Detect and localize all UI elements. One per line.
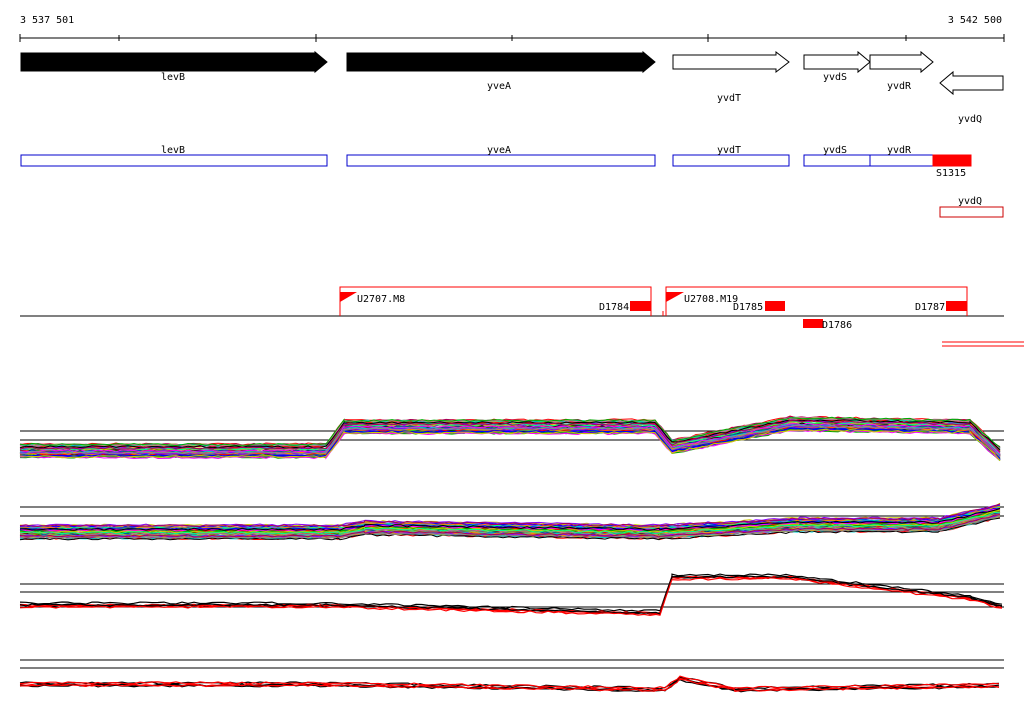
s-feature-label: S1315 bbox=[936, 168, 966, 179]
expression-trace bbox=[19, 428, 1001, 461]
gene-label-yvdQ: yvdQ bbox=[958, 114, 982, 125]
downshift-block-D1784[interactable] bbox=[630, 301, 651, 311]
gene-label-yvdT: yvdT bbox=[717, 93, 741, 104]
annotation-box-levB[interactable] bbox=[20, 154, 328, 167]
expression-trace bbox=[19, 514, 1001, 538]
downshift-block-D1785[interactable] bbox=[765, 301, 785, 311]
expression-panel-4 bbox=[19, 659, 1004, 693]
annotation-label-yvdR: yvdR bbox=[887, 145, 912, 156]
annotation-box-yveA[interactable] bbox=[346, 154, 656, 167]
expression-trace bbox=[19, 573, 1003, 613]
transcript-label-U2708: U2708.M19 bbox=[684, 294, 738, 305]
expression-trace bbox=[19, 575, 1003, 615]
annotation-box-yvdT[interactable] bbox=[672, 154, 790, 167]
expression-trace bbox=[19, 503, 1001, 528]
gene-label-levB: levB bbox=[161, 72, 185, 83]
gene-arrow-yvdS[interactable] bbox=[803, 50, 871, 74]
promoter-flag-icon bbox=[666, 292, 684, 302]
promoter-flag-icon bbox=[340, 292, 357, 302]
expression-panel-2 bbox=[19, 502, 1004, 541]
annotation-label-yvdT: yvdT bbox=[717, 145, 741, 156]
annotation-label-yveA: yveA bbox=[487, 145, 511, 156]
expression-trace bbox=[19, 508, 1001, 531]
gene-arrow-yvdR[interactable] bbox=[869, 50, 934, 74]
downshift-label-D1785: D1785 bbox=[733, 302, 763, 313]
gene-label-yvdR: yvdR bbox=[887, 81, 912, 92]
expression-trace bbox=[19, 514, 1001, 539]
expression-trace bbox=[19, 511, 1001, 535]
annotation-box-yvdR[interactable] bbox=[869, 154, 934, 167]
gene-arrow-yvdQ[interactable] bbox=[939, 70, 1004, 96]
expression-trace bbox=[19, 424, 1001, 458]
annotation-box-yvdQ[interactable] bbox=[939, 206, 1004, 218]
coordinate-ruler bbox=[19, 34, 1005, 42]
gene-arrow-levB[interactable] bbox=[20, 50, 328, 74]
downshift-block-D1786[interactable] bbox=[803, 319, 823, 328]
expression-trace bbox=[19, 577, 1003, 617]
end-coordinate-label: 3 542 500 bbox=[948, 15, 1002, 26]
downshift-label-D1786: D1786 bbox=[822, 320, 852, 331]
annotation-label-levB: levB bbox=[161, 145, 185, 156]
start-coordinate-label: 3 537 501 bbox=[20, 15, 74, 26]
annotation-label-yvdS: yvdS bbox=[823, 145, 847, 156]
expression-trace bbox=[19, 427, 1001, 459]
expression-trace bbox=[19, 675, 1000, 689]
annotation-box-track bbox=[20, 154, 1004, 218]
gene-arrow-yvdT[interactable] bbox=[672, 50, 790, 74]
expression-trace bbox=[19, 677, 1000, 692]
annotation-box-yvdS[interactable] bbox=[803, 154, 871, 167]
expression-trace bbox=[19, 517, 1001, 541]
expression-trace bbox=[19, 422, 1001, 455]
gene-arrow-yveA[interactable] bbox=[346, 50, 656, 74]
expression-trace bbox=[19, 419, 1001, 451]
gene-arrow-track bbox=[20, 50, 1004, 96]
annotation-label-yvdQ: yvdQ bbox=[958, 196, 982, 207]
gene-label-yveA: yveA bbox=[487, 81, 511, 92]
expression-trace bbox=[19, 420, 1001, 453]
expression-trace bbox=[19, 416, 1001, 448]
s-feature-block[interactable] bbox=[932, 154, 972, 167]
expression-panel-3 bbox=[19, 573, 1004, 617]
expression-panel-1 bbox=[19, 415, 1004, 462]
downshift-label-D1784: D1784 bbox=[599, 302, 629, 313]
downshift-block-D1787[interactable] bbox=[946, 301, 967, 311]
transcription-unit-track bbox=[20, 286, 1024, 347]
gene-label-yvdS: yvdS bbox=[823, 72, 847, 83]
expression-trace bbox=[19, 505, 1001, 530]
transcript-label-U2707: U2707.M8 bbox=[357, 294, 405, 305]
downshift-label-D1787: D1787 bbox=[915, 302, 945, 313]
